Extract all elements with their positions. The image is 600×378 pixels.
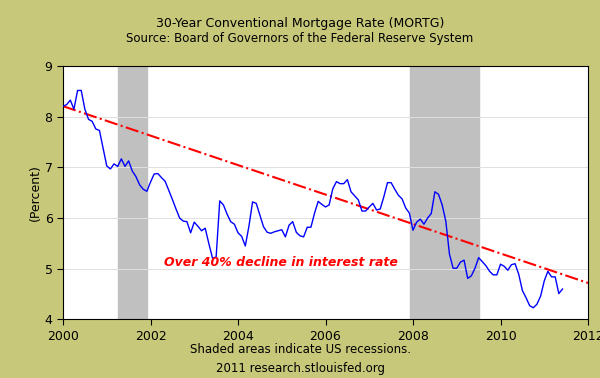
- Bar: [409, 66, 479, 319]
- Text: 2011 research.stlouisfed.org: 2011 research.stlouisfed.org: [215, 362, 385, 375]
- Y-axis label: (Percent): (Percent): [29, 164, 42, 221]
- Text: Source: Board of Governors of the Federal Reserve System: Source: Board of Governors of the Federa…: [127, 32, 473, 45]
- Text: Over 40% decline in interest rate: Over 40% decline in interest rate: [164, 256, 398, 269]
- Text: Shaded areas indicate US recessions.: Shaded areas indicate US recessions.: [190, 343, 410, 356]
- Text: 30-Year Conventional Mortgage Rate (MORTG): 30-Year Conventional Mortgage Rate (MORT…: [156, 17, 444, 30]
- Bar: [118, 66, 147, 319]
